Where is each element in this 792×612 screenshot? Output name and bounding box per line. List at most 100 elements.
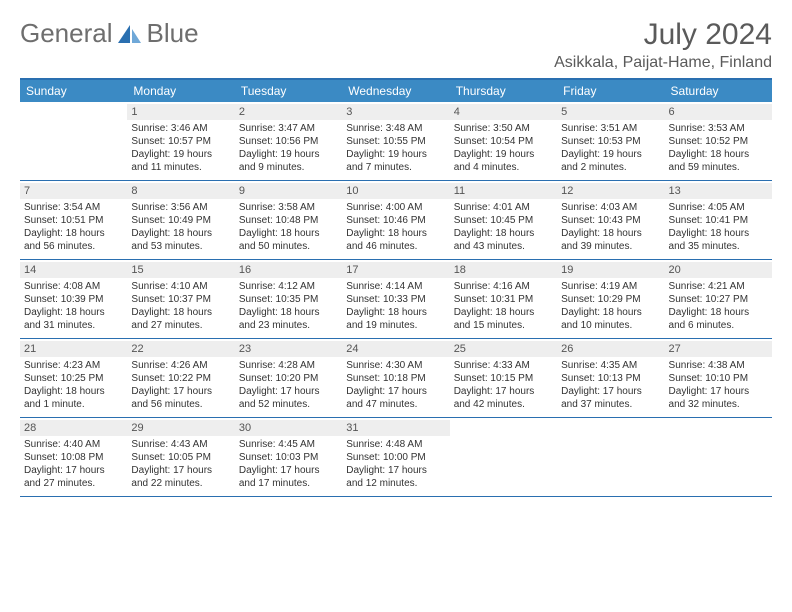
sunrise-text: Sunrise: 4:05 AM [669,201,768,214]
sunset-text: Sunset: 10:15 PM [454,372,553,385]
sunset-text: Sunset: 10:51 PM [24,214,123,227]
sunset-text: Sunset: 10:57 PM [131,135,230,148]
day-number: 14 [20,262,127,278]
title-block: July 2024 Asikkala, Paijat-Hame, Finland [554,18,772,72]
sunset-text: Sunset: 10:48 PM [239,214,338,227]
day-number: 31 [342,420,449,436]
sunrise-text: Sunrise: 3:47 AM [239,122,338,135]
day-cell: 15Sunrise: 4:10 AMSunset: 10:37 PMDaylig… [127,260,234,338]
daylight-text: Daylight: 18 hours and 46 minutes. [346,227,445,253]
week-row: 28Sunrise: 4:40 AMSunset: 10:08 PMDaylig… [20,418,772,497]
daylight-text: Daylight: 18 hours and 35 minutes. [669,227,768,253]
day-number [557,420,664,436]
day-cell: 30Sunrise: 4:45 AMSunset: 10:03 PMDaylig… [235,418,342,496]
day-number: 27 [665,341,772,357]
sunrise-text: Sunrise: 4:28 AM [239,359,338,372]
day-cell: 6Sunrise: 3:53 AMSunset: 10:52 PMDayligh… [665,102,772,180]
sunset-text: Sunset: 10:33 PM [346,293,445,306]
sunrise-text: Sunrise: 3:51 AM [561,122,660,135]
daylight-text: Daylight: 18 hours and 53 minutes. [131,227,230,253]
daylight-text: Daylight: 18 hours and 19 minutes. [346,306,445,332]
sunrise-text: Sunrise: 4:26 AM [131,359,230,372]
sunset-text: Sunset: 10:45 PM [454,214,553,227]
daylight-text: Daylight: 18 hours and 1 minute. [24,385,123,411]
daylight-text: Daylight: 18 hours and 27 minutes. [131,306,230,332]
sunrise-text: Sunrise: 4:30 AM [346,359,445,372]
daylight-text: Daylight: 17 hours and 17 minutes. [239,464,338,490]
day-number [450,420,557,436]
sunset-text: Sunset: 10:03 PM [239,451,338,464]
daylight-text: Daylight: 17 hours and 37 minutes. [561,385,660,411]
day-cell: 29Sunrise: 4:43 AMSunset: 10:05 PMDaylig… [127,418,234,496]
sunset-text: Sunset: 10:49 PM [131,214,230,227]
day-number: 26 [557,341,664,357]
daylight-text: Daylight: 17 hours and 47 minutes. [346,385,445,411]
logo: General Blue [20,18,199,49]
day-cell: 12Sunrise: 4:03 AMSunset: 10:43 PMDaylig… [557,181,664,259]
day-number: 19 [557,262,664,278]
day-cell: 28Sunrise: 4:40 AMSunset: 10:08 PMDaylig… [20,418,127,496]
day-number: 11 [450,183,557,199]
day-number: 1 [127,104,234,120]
day-cell: 24Sunrise: 4:30 AMSunset: 10:18 PMDaylig… [342,339,449,417]
day-cell: 9 Sunrise: 3:58 AMSunset: 10:48 PMDayligh… [235,181,342,259]
sunrise-text: Sunrise: 3:53 AM [669,122,768,135]
day-number: 12 [557,183,664,199]
daylight-text: Daylight: 18 hours and 50 minutes. [239,227,338,253]
sunrise-text: Sunrise: 4:19 AM [561,280,660,293]
day-cell: 3Sunrise: 3:48 AMSunset: 10:55 PMDayligh… [342,102,449,180]
daylight-text: Daylight: 19 hours and 11 minutes. [131,148,230,174]
day-header: Friday [557,80,664,102]
day-number: 21 [20,341,127,357]
day-header: Wednesday [342,80,449,102]
day-number: 5 [557,104,664,120]
sunset-text: Sunset: 10:43 PM [561,214,660,227]
day-number [665,420,772,436]
sunrise-text: Sunrise: 3:58 AM [239,201,338,214]
daylight-text: Daylight: 17 hours and 56 minutes. [131,385,230,411]
daylight-text: Daylight: 18 hours and 10 minutes. [561,306,660,332]
day-cell: 11Sunrise: 4:01 AMSunset: 10:45 PMDaylig… [450,181,557,259]
daylight-text: Daylight: 17 hours and 12 minutes. [346,464,445,490]
sunset-text: Sunset: 10:56 PM [239,135,338,148]
day-number: 2 [235,104,342,120]
sunrise-text: Sunrise: 4:12 AM [239,280,338,293]
sunrise-text: Sunrise: 4:10 AM [131,280,230,293]
location: Asikkala, Paijat-Hame, Finland [554,54,772,72]
daylight-text: Daylight: 18 hours and 15 minutes. [454,306,553,332]
day-number: 25 [450,341,557,357]
day-header: Saturday [665,80,772,102]
daylight-text: Daylight: 18 hours and 39 minutes. [561,227,660,253]
week-row: 7Sunrise: 3:54 AMSunset: 10:51 PMDayligh… [20,181,772,260]
day-number: 9 [235,183,342,199]
sunrise-text: Sunrise: 4:43 AM [131,438,230,451]
daylight-text: Daylight: 18 hours and 31 minutes. [24,306,123,332]
sunset-text: Sunset: 10:46 PM [346,214,445,227]
calendar: SundayMondayTuesdayWednesdayThursdayFrid… [20,78,772,497]
day-cell: 23Sunrise: 4:28 AMSunset: 10:20 PMDaylig… [235,339,342,417]
day-number: 20 [665,262,772,278]
day-cell: 7Sunrise: 3:54 AMSunset: 10:51 PMDayligh… [20,181,127,259]
day-cell: 18Sunrise: 4:16 AMSunset: 10:31 PMDaylig… [450,260,557,338]
sunrise-text: Sunrise: 3:48 AM [346,122,445,135]
day-cell: 26Sunrise: 4:35 AMSunset: 10:13 PMDaylig… [557,339,664,417]
day-number: 24 [342,341,449,357]
sunset-text: Sunset: 10:54 PM [454,135,553,148]
day-number: 4 [450,104,557,120]
day-number: 22 [127,341,234,357]
day-number [20,104,127,120]
day-cell: 5Sunrise: 3:51 AMSunset: 10:53 PMDayligh… [557,102,664,180]
day-cell: 14Sunrise: 4:08 AMSunset: 10:39 PMDaylig… [20,260,127,338]
sunrise-text: Sunrise: 4:23 AM [24,359,123,372]
sunset-text: Sunset: 10:37 PM [131,293,230,306]
sunset-text: Sunset: 10:25 PM [24,372,123,385]
day-cell: 4Sunrise: 3:50 AMSunset: 10:54 PMDayligh… [450,102,557,180]
daylight-text: Daylight: 18 hours and 43 minutes. [454,227,553,253]
sunrise-text: Sunrise: 4:48 AM [346,438,445,451]
week-row: 1Sunrise: 3:46 AMSunset: 10:57 PMDayligh… [20,102,772,181]
day-number: 3 [342,104,449,120]
logo-sail-icon [117,23,143,45]
sunset-text: Sunset: 10:08 PM [24,451,123,464]
sunset-text: Sunset: 10:27 PM [669,293,768,306]
day-cell [20,102,127,180]
